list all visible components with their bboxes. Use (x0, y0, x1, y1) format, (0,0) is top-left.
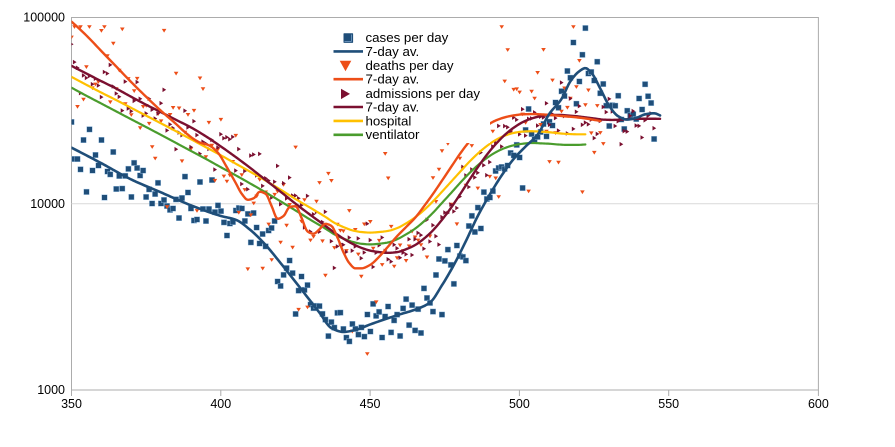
svg-text:600: 600 (808, 397, 829, 411)
svg-text:7-day av.: 7-day av. (366, 99, 420, 114)
svg-text:550: 550 (658, 397, 679, 411)
svg-text:10000: 10000 (30, 197, 65, 211)
svg-text:350: 350 (61, 397, 82, 411)
svg-text:100000: 100000 (23, 11, 65, 25)
svg-text:hospital: hospital (366, 113, 412, 128)
svg-text:500: 500 (509, 397, 530, 411)
svg-text:7-day av.: 7-day av. (366, 44, 420, 59)
svg-text:ventilator: ventilator (366, 127, 421, 142)
svg-text:450: 450 (360, 397, 381, 411)
svg-text:7-day av.: 7-day av. (366, 72, 420, 87)
svg-text:1000: 1000 (37, 383, 65, 397)
svg-text:400: 400 (210, 397, 231, 411)
svg-text:cases per day: cases per day (366, 30, 449, 45)
